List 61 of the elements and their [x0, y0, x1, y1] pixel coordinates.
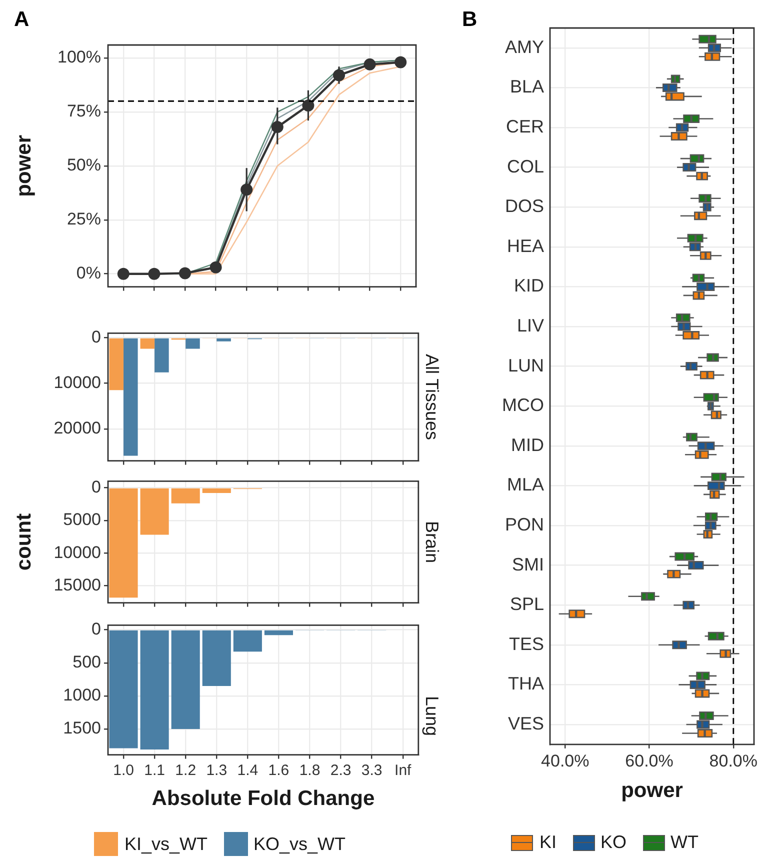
y-axis-title: power	[12, 134, 36, 197]
y-tick-label: PON	[504, 514, 544, 534]
y-tick-label: LUN	[508, 355, 544, 376]
x-tick-label: 60.0%	[625, 751, 674, 770]
x-tick-label: 3.3	[361, 762, 382, 779]
y-tick-label: COL	[506, 156, 544, 176]
y-tick-label: DOS	[504, 196, 544, 216]
legend-label: KI_vs_WT	[124, 834, 208, 854]
y-tick-label: 0	[92, 620, 101, 639]
text: Brain	[422, 520, 442, 564]
y-tick-label: VES	[508, 713, 544, 734]
y-tick-label: 500	[72, 652, 101, 672]
x-tick-label: 1.0	[113, 762, 134, 779]
x-tick-label: 40.0%	[541, 751, 590, 770]
x-tick-label: Inf	[394, 762, 412, 779]
x-tick-label: 1.6	[268, 762, 290, 779]
y-tick-label: 1500	[63, 718, 101, 738]
y-tick-label: THA	[508, 674, 544, 694]
x-tick-label: 1.4	[237, 762, 258, 779]
y-tick-label: CER	[506, 116, 544, 136]
y-tick-label: 20000	[54, 418, 101, 438]
y-tick-label: 1000	[63, 686, 101, 705]
x-tick-label: 1.8	[299, 762, 320, 779]
text: A	[14, 8, 30, 32]
y-tick-label: TES	[508, 634, 544, 654]
y-tick-label: 15000	[54, 575, 101, 594]
legend-label: WT	[670, 832, 698, 853]
y-tick-label: AMY	[504, 36, 544, 57]
y-axis-title: count	[12, 513, 36, 571]
y-tick-label: MCO	[502, 395, 544, 416]
y-tick-label: SPL	[510, 594, 544, 614]
y-tick-label: KID	[514, 276, 544, 296]
legend-label: KI	[539, 832, 556, 853]
x-axis-title: power	[621, 779, 683, 802]
y-tick-label: MLA	[506, 474, 544, 495]
y-tick-label: BLA	[510, 76, 544, 97]
legend-label: KO_vs_WT	[254, 834, 346, 854]
x-tick-label: 2.3	[330, 762, 352, 779]
legend-label: KO	[600, 832, 627, 853]
text: Lung	[422, 696, 442, 736]
x-tick-label: 1.3	[206, 762, 228, 779]
y-tick-label: 0	[92, 477, 101, 496]
y-tick-label: 100%	[58, 48, 101, 67]
y-tick-label: HEA	[506, 236, 544, 256]
y-tick-label: 10000	[54, 542, 101, 562]
y-tick-label: SMI	[512, 554, 544, 574]
y-tick-label: 10000	[54, 373, 101, 392]
y-tick-label: 0%	[76, 264, 101, 283]
x-axis-title: Absolute Fold Change	[152, 787, 375, 810]
text: All Tissues	[422, 354, 442, 440]
y-tick-label: 50%	[66, 156, 101, 175]
x-tick-label: 1.1	[144, 762, 165, 779]
y-tick-label: 0	[92, 327, 101, 346]
y-tick-label: MID	[511, 434, 544, 455]
y-tick-label: 5000	[63, 510, 101, 530]
y-tick-label: 75%	[66, 102, 101, 121]
x-tick-label: 1.2	[175, 762, 196, 779]
y-tick-label: LIV	[516, 315, 544, 336]
text: B	[462, 8, 478, 32]
y-tick-label: 25%	[66, 210, 101, 229]
x-tick-label: 80.0%	[709, 751, 758, 770]
